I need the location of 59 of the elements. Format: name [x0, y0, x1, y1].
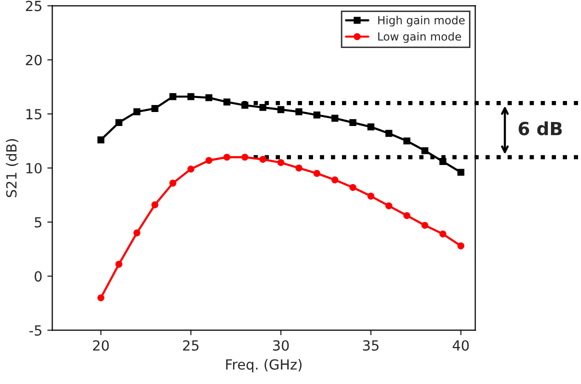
point [169, 180, 176, 187]
point [439, 158, 446, 165]
point [133, 108, 140, 116]
point [313, 112, 320, 118]
point [259, 104, 266, 111]
text: 6 dB [518, 121, 562, 136]
point [403, 212, 410, 220]
point [277, 106, 284, 114]
point [205, 94, 212, 102]
point [439, 230, 446, 238]
legend-label: Low gain mode [378, 32, 462, 43]
point [259, 156, 266, 163]
point [367, 192, 374, 200]
x-tick-label: 20 [93, 340, 109, 351]
point [97, 136, 104, 144]
point [349, 184, 356, 191]
point [331, 114, 338, 122]
x-tick-label: 30 [273, 340, 289, 351]
x-axis-title: Freq. (GHz) [226, 358, 302, 372]
y-tick-label: -5 [29, 325, 42, 336]
y-tick-label: 0 [34, 271, 42, 282]
point [403, 137, 410, 144]
y-tick-label: 20 [26, 54, 42, 66]
point [457, 168, 464, 176]
point [313, 170, 320, 177]
point [277, 159, 284, 166]
x-tick-label: 35 [363, 340, 378, 351]
point [223, 98, 230, 106]
point [151, 201, 158, 208]
point [169, 93, 176, 100]
point [115, 260, 122, 268]
point [241, 154, 248, 161]
point [241, 102, 248, 109]
point [295, 108, 302, 116]
x-tick-label: 25 [183, 340, 199, 351]
point [187, 93, 194, 100]
y-tick-label: 25 [26, 0, 42, 12]
point [385, 130, 392, 137]
point [187, 166, 194, 173]
point [385, 202, 392, 210]
point [151, 105, 158, 112]
point [421, 147, 428, 154]
point [349, 119, 356, 126]
point [133, 229, 140, 236]
point [115, 119, 122, 126]
legend-label: High gain mode [378, 16, 465, 27]
y-tick-label: 5 [34, 217, 42, 228]
point [295, 164, 302, 172]
point [421, 222, 428, 229]
point [205, 156, 212, 164]
point [457, 242, 464, 250]
point [331, 176, 338, 184]
y-tick-label: 10 [26, 162, 42, 174]
point [97, 294, 104, 302]
y-tick-label: 15 [26, 109, 42, 120]
y-axis-title: S21 (dB) [6, 139, 18, 198]
x-tick-label: 40 [452, 340, 469, 351]
point [367, 123, 374, 130]
point [223, 154, 230, 161]
